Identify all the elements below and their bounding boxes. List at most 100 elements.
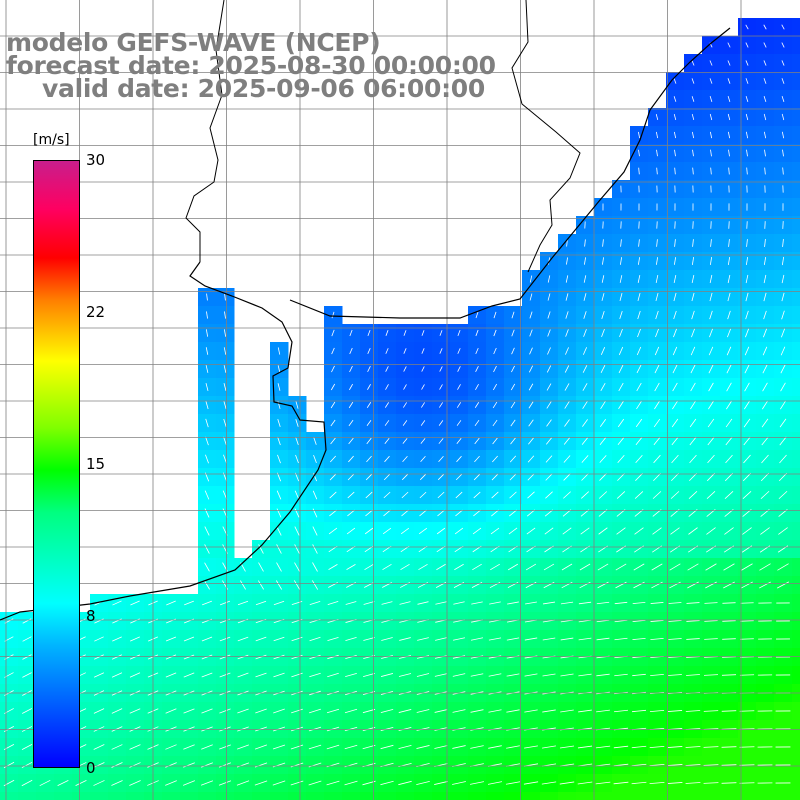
wind-arrow [206,311,208,319]
wind-arrow [204,544,210,554]
wind-arrow [493,365,497,373]
model-title: modelo GEFS-WAVE (NCEP) [6,28,381,57]
wind-arrow [762,346,768,356]
wind-arrow [22,618,32,624]
wind-arrow [293,580,301,590]
coastline-south [0,261,327,621]
wind-arrow [744,382,750,392]
wind-arrow [634,491,644,499]
wind-arrow [650,638,664,640]
wind-arrow [613,763,629,767]
border-north [511,0,581,273]
wind-arrow [419,473,427,481]
wind-arrow [746,149,748,157]
wind-arrow [654,346,660,356]
wind-arrow [709,328,713,338]
wind-arrow [488,745,502,749]
wind-arrow [223,400,227,410]
wind-arrow [763,113,767,121]
wind-arrow [224,293,226,301]
wind-arrow [599,419,607,427]
wind-arrow [746,239,748,247]
wind-arrow [723,581,735,589]
wind-arrow [508,509,518,517]
wind-arrow [363,655,375,659]
wind-arrow [380,726,394,732]
wind-arrow [165,762,177,768]
wind-arrow [456,402,462,408]
wind-speed-field [0,18,800,800]
wind-arrow [439,330,443,336]
wind-arrow [542,637,556,641]
wind-cell [18,792,37,800]
wind-arrow [470,745,484,749]
wind-arrow [344,708,358,714]
wind-arrow [329,509,337,517]
wind-arrow [704,638,718,640]
wind-arrow [439,402,443,408]
wind-arrow [691,274,695,284]
wind-arrow [255,600,267,606]
wind-arrow [330,437,336,445]
wind-cell [792,702,800,721]
wind-arrow [254,780,268,786]
wind-arrow [525,563,537,571]
wind-arrow [762,364,768,374]
wind-arrow [763,42,767,48]
wind-arrow [417,637,429,641]
wind-arrow [582,365,588,373]
wind-arrow [258,544,264,554]
wind-arrow [595,745,611,749]
wind-arrow [418,563,428,571]
wind-cell [792,414,800,433]
wind-arrow [601,329,605,337]
wind-arrow [761,454,769,464]
wind-arrow [674,167,676,175]
wind-arrow [472,563,482,571]
wind-arrow [345,654,357,660]
wind-arrow [559,745,575,749]
wind-arrow [236,762,250,768]
wind-arrow [763,24,767,30]
wind-cell [792,594,800,613]
wind-arrow [563,455,571,463]
wind-arrow [565,329,569,337]
wind-cell [180,792,199,800]
wind-arrow [183,636,195,642]
wind-arrow [744,346,750,356]
wind-arrow [728,239,730,247]
wind-arrow [595,763,611,767]
wind-arrow [381,637,393,641]
wind-arrow [257,580,265,590]
wind-arrow [691,292,695,302]
wind-arrow [669,563,681,571]
wind-arrow [438,455,444,463]
wind-arrow [686,674,700,676]
wind-arrow [763,292,767,302]
wind-arrow [349,347,353,355]
wind-arrow [726,346,732,356]
wind-arrow [201,708,213,714]
wind-arrow [618,346,624,356]
wind-arrow [689,418,697,428]
wind-arrow [492,401,498,409]
wind-arrow [255,636,267,642]
wind-arrow [707,454,715,464]
wind-arrow [632,601,646,605]
wind-arrow [183,708,195,714]
wind-arrow [129,744,141,750]
wind-arrow [583,293,587,301]
wind-cell [216,792,235,800]
wind-arrow [384,438,390,444]
wind-arrow [598,491,608,499]
wind-arrow [418,527,428,535]
wind-cell [126,792,145,800]
wind-arrow [779,436,787,446]
wind-cell [738,792,757,800]
wind-arrow [21,744,33,750]
wind-cell [792,144,800,163]
wind-arrow [727,131,731,139]
wind-cell [0,792,19,800]
wind-arrow [636,346,642,356]
wind-arrow [689,436,697,446]
